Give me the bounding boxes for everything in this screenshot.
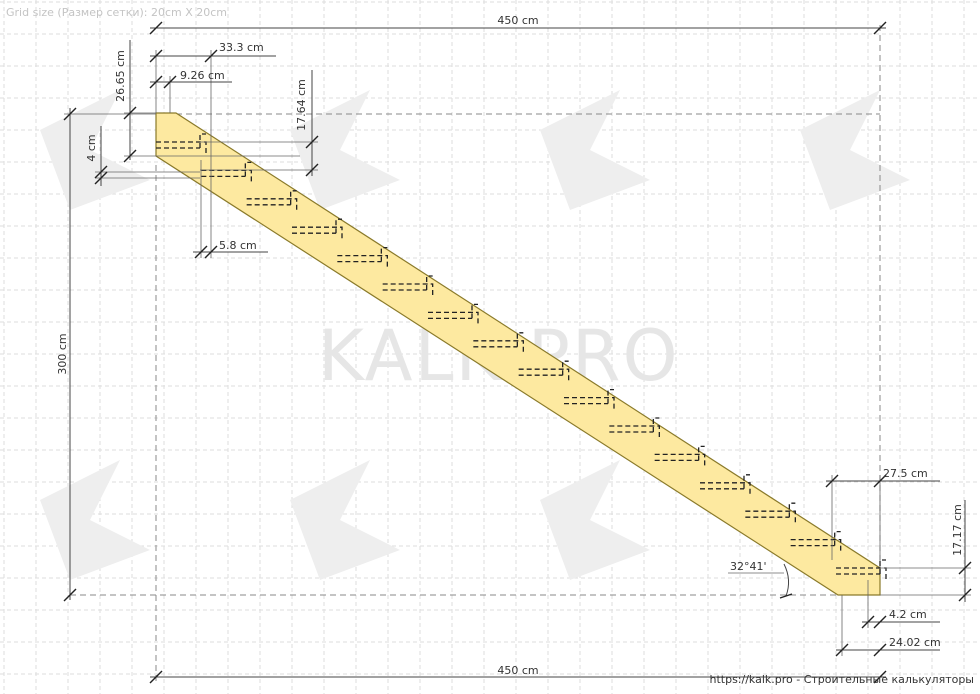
dim-tick [204, 245, 218, 259]
angle-arc [783, 563, 790, 597]
stair-step [654, 445, 706, 468]
dim-tick [873, 643, 887, 657]
dim-tick [835, 643, 849, 657]
footer-credit: https://kalk.pro - Строительные калькуля… [709, 673, 974, 686]
stair-step [246, 190, 298, 212]
step-gap-label: 5.8 cm [219, 239, 257, 252]
dim-tick [63, 588, 77, 602]
stair-step [382, 275, 434, 297]
riser-label: 17.64 cm [295, 79, 308, 131]
dim-tick [123, 106, 137, 120]
bottom-tread-label: 27.5 cm [883, 467, 928, 480]
dim-tick [63, 107, 77, 121]
watermark-logo-icon [540, 460, 650, 580]
stair-step [564, 388, 615, 411]
stair-step [518, 360, 570, 383]
watermark-logo-icon [800, 90, 910, 210]
dim-tick [958, 561, 972, 575]
thickness-label: 4 cm [85, 134, 98, 161]
stair-step [609, 417, 660, 439]
watermark-logo-icon [40, 460, 150, 580]
dim-tick [873, 615, 887, 629]
stair-steps [156, 133, 887, 581]
dim-tick [94, 165, 108, 179]
tread-run-label: 33.3 cm [219, 41, 264, 54]
dim-tick [873, 474, 887, 488]
stair-step [428, 303, 479, 326]
stair-step [790, 530, 842, 553]
dim-tick [305, 163, 319, 177]
dim-tick [204, 49, 218, 63]
dim-tick [163, 75, 177, 89]
dim-tick [958, 588, 972, 602]
dim-tick [149, 49, 163, 63]
top-total-label: 450 cm [497, 14, 538, 27]
dim-tick [873, 21, 887, 35]
dim-tick [825, 474, 839, 488]
dim-tick [149, 75, 163, 89]
bottom-thickness-label: 4.2 cm [889, 608, 927, 621]
bottom-total-label: 450 cm [497, 664, 538, 677]
stair-step [473, 332, 524, 354]
dim-tick [149, 21, 163, 35]
stair-step [292, 218, 343, 241]
stair-step [700, 474, 751, 496]
bottom-offset-label: 24.02 cm [889, 636, 941, 649]
dim-tick [123, 149, 137, 163]
grid-size-note: Grid size (Размер сетки): 20cm X 20cm [6, 6, 227, 19]
watermark-logos [40, 90, 910, 580]
dim-tick [94, 171, 108, 185]
watermark-logo-icon [290, 90, 400, 210]
angle-label: 32°41' [730, 560, 767, 573]
top-offset-label: 26.65 cm [114, 50, 127, 102]
stair-step [337, 246, 388, 269]
dim-tick [861, 615, 875, 629]
stair-step [745, 502, 796, 525]
dim-tick [779, 593, 793, 599]
dim-tick [305, 135, 319, 149]
watermark-logo-icon [40, 90, 150, 210]
dim-tick [194, 245, 208, 259]
bottom-riser-label: 17.17 cm [951, 504, 964, 556]
watermark-logo-icon [290, 460, 400, 580]
nosing-label: 9.26 cm [180, 69, 225, 82]
dim-tick [873, 670, 887, 684]
height-total-label: 300 cm [56, 333, 69, 374]
dim-tick [149, 670, 163, 684]
watermark-logo-icon [540, 90, 650, 210]
